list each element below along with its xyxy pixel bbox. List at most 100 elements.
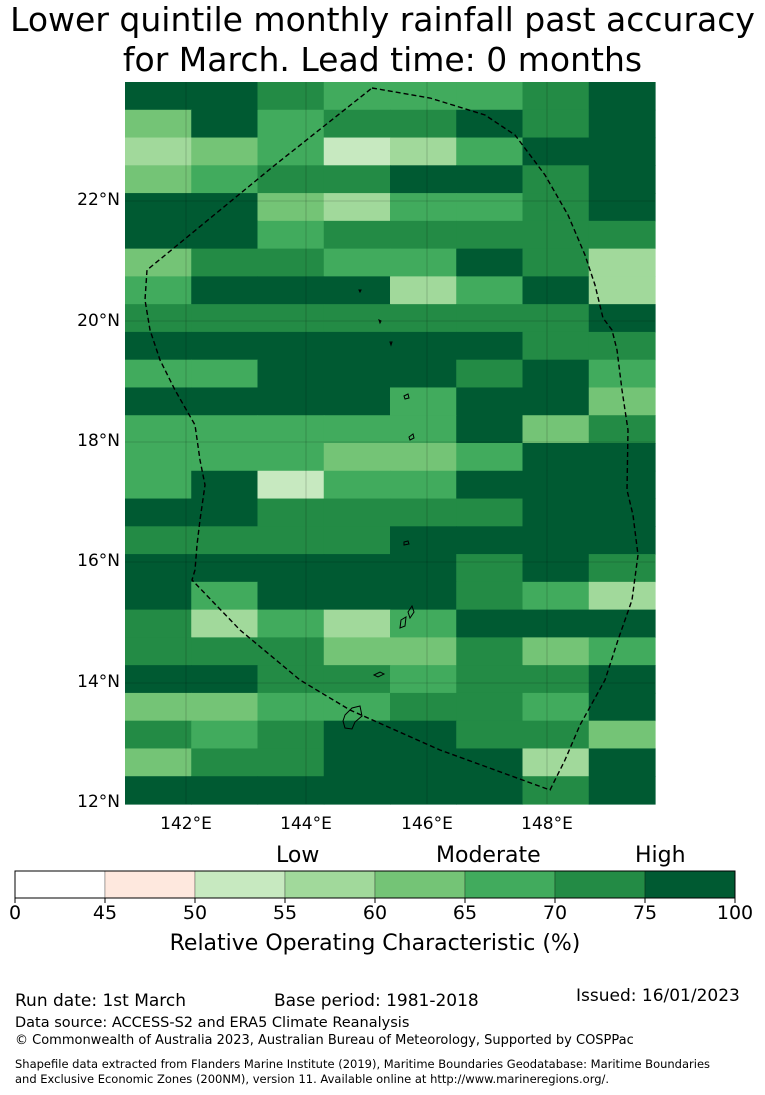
grid-cell [456,82,524,111]
grid-cell [257,165,325,194]
title-line-1: Lower quintile monthly rainfall past acc… [10,0,755,39]
colorbar-tick: 60 [362,902,388,924]
grid-cell [191,248,259,277]
grid-cell [390,304,457,333]
grid-cell [125,470,192,500]
grid-cell [522,304,590,333]
grid-cell [257,304,325,333]
grid-cell [456,526,524,555]
grid-cell [390,692,457,722]
grid-cell [257,248,325,277]
grid-cell [456,304,524,333]
grid-cell [323,609,391,638]
grid-cell [390,470,457,500]
grid-cell [390,165,457,194]
grid-cell [390,609,457,638]
island-guam [342,705,363,730]
colorbar-tick: 50 [182,902,208,924]
category-label-low: Low [276,843,320,868]
grid-cell [191,220,259,250]
grid-cell [456,748,524,777]
grid-cell [522,498,590,527]
lon-label: 146°E [401,814,453,834]
shapefile-credit-line-2: and Exclusive Economic Zones (200NM), ve… [15,1072,610,1086]
colorbar-segment [464,870,556,899]
grid-cell [588,609,656,638]
grid-cell [390,359,457,389]
base-period: Base period: 1981-2018 [274,991,479,1011]
grid-cell [456,609,524,638]
grid-cell [456,470,524,500]
grid-cell [522,109,590,139]
grid-cell [323,359,391,389]
colorbar-segment [194,870,286,899]
grid-cell [125,415,192,444]
grid-cell [456,165,524,194]
grid-cell [323,581,391,611]
grid-cell [191,665,259,694]
grid-cell [191,526,259,555]
grid-cell [191,165,259,194]
island-fdp [358,289,362,294]
lon-label: 142°E [160,814,212,834]
colorbar-segment [644,870,736,899]
grid-cell [390,748,457,777]
colorbar-tick: 45 [92,902,118,924]
grid-cell [390,665,457,694]
grid-cell [522,526,590,555]
data-source: Data source: ACCESS-S2 and ERA5 Climate … [15,1015,410,1031]
grid-cell [456,498,524,527]
copyright-notice: © Commonwealth of Australia 2023, Austra… [15,1033,634,1048]
island-agrihan [403,393,410,400]
grid-cell [323,470,391,500]
grid-cell [191,581,259,611]
grid-cell [588,276,656,305]
grid-cell [522,581,590,611]
grid-cell [125,776,192,805]
issued-date: Issued: 16/01/2023 [576,986,740,1006]
grid-cell [323,165,391,194]
grid-cell [125,554,192,583]
grid-cell [522,470,590,500]
grid-cell [588,748,656,777]
grid-cell [125,82,192,111]
grid-cell [522,415,590,444]
island-outlines [342,289,415,730]
grid-cell [257,470,325,500]
grid-cell [257,359,325,389]
grid-cell [125,193,192,222]
grid-cell [522,665,590,694]
grid-cell [456,554,524,583]
map-gridlines [125,82,655,804]
colorbar-tick: 65 [452,902,478,924]
grid-cell [257,82,325,111]
grid-cell [323,193,391,222]
colorbar-tick: 70 [542,902,568,924]
run-date: Run date: 1st March [15,991,187,1011]
grid-cell [456,220,524,250]
colorbar-segment [104,870,196,899]
grid-cell [323,276,391,305]
grid-cell [257,526,325,555]
grid-cell [456,137,524,166]
grid-cell [257,193,325,222]
grid-cell [257,554,325,583]
grid-cell [390,109,457,139]
grid-cell [125,609,192,638]
grid-cell [522,443,590,472]
grid-cell [323,109,391,139]
grid-cell [588,526,656,555]
grid-cell [588,248,656,277]
grid-cell [125,359,192,389]
grid-cell [323,526,391,555]
grid-cell [191,692,259,722]
grid-cell [125,248,192,277]
grid-cell [390,554,457,583]
grid-cell [588,82,656,111]
grid-cell [191,748,259,777]
grid-cell [588,665,656,694]
grid-cell [588,415,656,444]
grid-cell [588,165,656,194]
grid-cell [522,276,590,305]
